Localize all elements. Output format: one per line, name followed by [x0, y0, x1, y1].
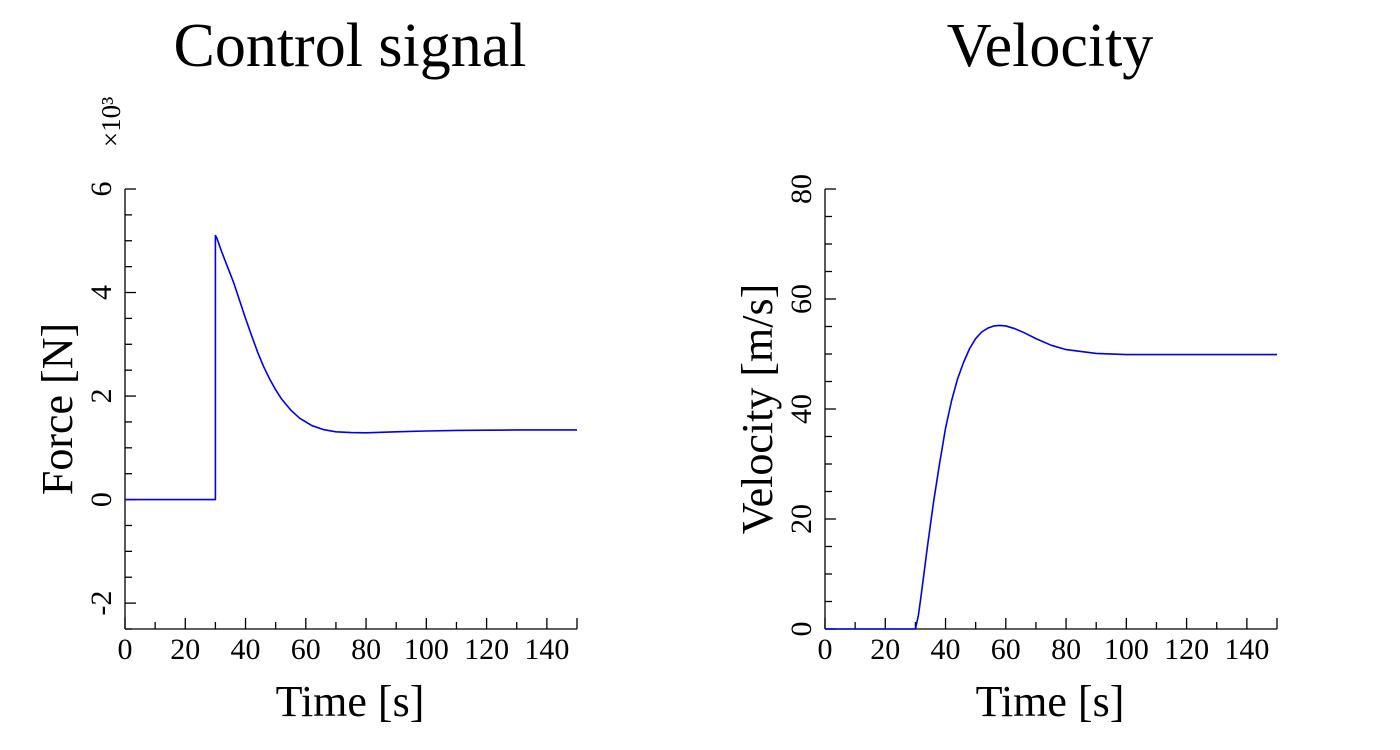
velocity-panel: Velocity Time [s] Velocity [m/s] 0 20 40 60…: [733, 12, 1278, 726]
x-tick-label: 80: [1051, 633, 1081, 666]
y-tick-label: 60: [785, 284, 818, 314]
x-tick-label: 140: [1224, 633, 1269, 666]
x-tick-label: 80: [351, 633, 381, 666]
x-tick-label: 40: [931, 633, 961, 666]
x-tick-label: 120: [1164, 633, 1209, 666]
y-tick-label: 4: [85, 285, 118, 300]
x-tick-label: 20: [170, 633, 200, 666]
y-tick-label: 0: [85, 492, 118, 507]
x-axis-label: Time [s]: [976, 677, 1125, 726]
x-tick-label: 60: [291, 633, 321, 666]
chart-title: Velocity: [947, 12, 1154, 80]
x-axis-label: Time [s]: [276, 677, 425, 726]
x-tick-label: 60: [991, 633, 1021, 666]
x-tick-label: 140: [524, 633, 569, 666]
y-tick-label: 0: [785, 622, 818, 637]
y-multiplier-label: ×10³: [96, 97, 126, 147]
series-line: [125, 234, 577, 501]
control-signal-panel: Control signal Time [s] Force [N] ×10³ 0…: [33, 12, 578, 726]
y-tick-label: -2: [85, 591, 118, 616]
chart-title: Control signal: [173, 12, 526, 80]
y-tick-label: 2: [85, 389, 118, 404]
x-tick-label: 20: [870, 633, 900, 666]
y-tick-label: 6: [85, 182, 118, 197]
x-tick-label: 0: [818, 633, 833, 666]
y-tick-label: 40: [785, 394, 818, 424]
x-tick-label: 100: [1104, 633, 1149, 666]
y-tick-label: 20: [785, 504, 818, 534]
y-axis-label: Velocity [m/s]: [733, 284, 782, 535]
x-tick-label: 100: [404, 633, 449, 666]
series-line: [825, 324, 1277, 630]
x-tick-label: 0: [118, 633, 133, 666]
y-tick-label: 80: [785, 174, 818, 204]
y-axis-label: Force [N]: [33, 323, 82, 495]
x-tick-label: 40: [231, 633, 261, 666]
x-tick-label: 120: [464, 633, 509, 666]
